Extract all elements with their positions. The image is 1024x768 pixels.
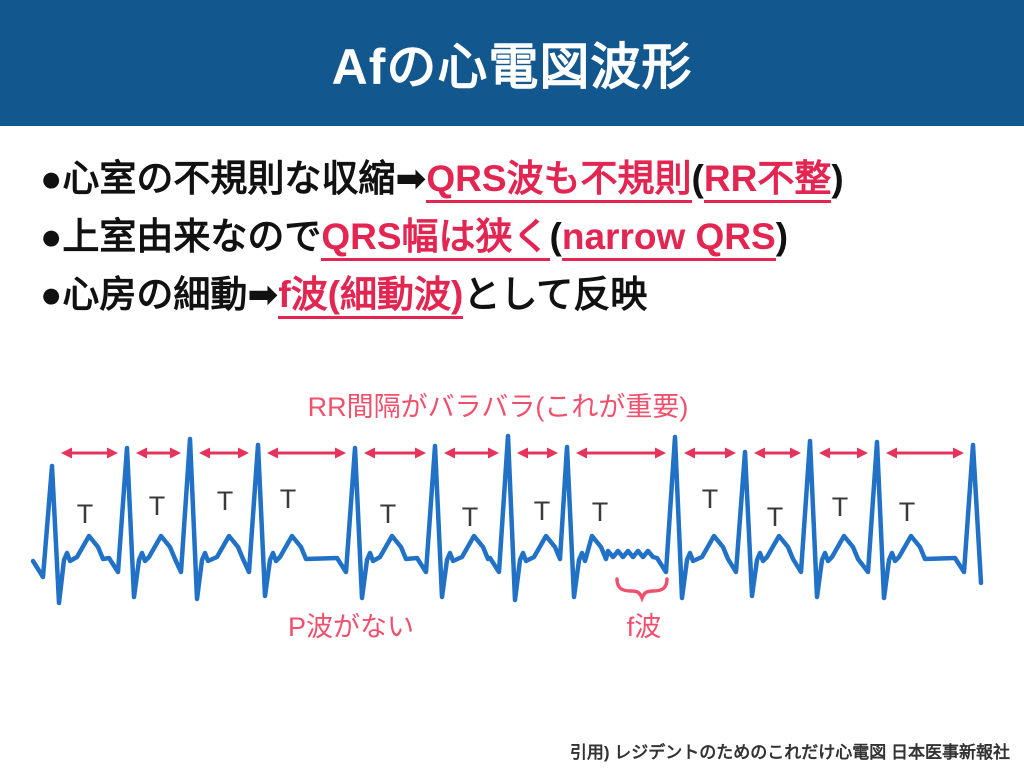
arrowhead-right-icon: [238, 447, 249, 459]
arrowhead-right-icon: [335, 447, 346, 459]
citation: 引用) レジデントのためのこれだけ心電図 日本医事新報社: [569, 743, 1010, 762]
bullet-segment: (: [691, 158, 704, 199]
arrowhead-right-icon: [790, 447, 801, 459]
f-wave-brace: [615, 577, 669, 603]
rr-interval-arrow: [684, 447, 736, 459]
arrowhead-left-icon: [819, 447, 830, 459]
t-wave-label: T: [534, 496, 551, 526]
bullet-item: ●心室の不規則な収縮➡QRS波も不規則(RR不整): [40, 150, 1014, 208]
bullet-segment: QRS幅は狭く: [321, 216, 550, 261]
bullet-segment: として反映: [463, 274, 648, 315]
t-wave-label: T: [149, 491, 166, 521]
arrowhead-right-icon: [857, 447, 868, 459]
t-wave-label: T: [832, 492, 849, 522]
arrowhead-left-icon: [61, 447, 72, 459]
arrowhead-left-icon: [517, 447, 528, 459]
rr-interval-arrow: [754, 447, 801, 459]
t-wave-label: T: [280, 484, 297, 514]
arrowhead-left-icon: [886, 447, 897, 459]
arrowhead-left-icon: [136, 447, 147, 459]
f-wave-label: f波: [627, 612, 662, 642]
t-wave-label: T: [462, 502, 479, 532]
rr-interval-arrow: [576, 447, 666, 459]
arrowhead-right-icon: [655, 447, 666, 459]
arrowhead-left-icon: [684, 447, 695, 459]
bullet-segment: ): [831, 158, 844, 199]
arrowhead-left-icon: [754, 447, 765, 459]
bullet-item: ●心房の細動➡f波(細動波)として反映: [40, 266, 1014, 324]
bullet-item: ●上室由来なのでQRS幅は狭く(narrow QRS): [40, 208, 1014, 266]
bullet-segment: (: [549, 216, 562, 257]
arrowhead-right-icon: [107, 447, 118, 459]
bullet-segment: f波(細動波): [278, 274, 464, 319]
bullet-segment: ●心房の細動➡: [40, 274, 279, 315]
bullet-segment: ): [775, 216, 789, 257]
arrowhead-right-icon: [725, 447, 736, 459]
bullet-segment: narrow QRS: [561, 216, 776, 261]
rr-interval-arrow: [364, 447, 426, 459]
arrowhead-left-icon: [576, 447, 587, 459]
slide-title: Afの心電図波形: [331, 39, 693, 95]
ecg-figure: RR間隔がバラバラ(これが重要) P波がない f波 T T T T T T T T T T T T: [0, 378, 1024, 678]
arrowhead-right-icon: [170, 447, 181, 459]
bullet-segment: ●上室由来なので: [40, 216, 322, 257]
arrowhead-right-icon: [488, 447, 499, 459]
arrowhead-left-icon: [199, 447, 210, 459]
slide-header: Afの心電図波形: [0, 0, 1024, 126]
rr-interval-arrow: [517, 447, 558, 459]
rr-interval-arrow: [819, 447, 868, 459]
rr-interval-arrow: [886, 447, 964, 459]
t-wave-label: T: [592, 497, 609, 527]
t-wave-label: T: [899, 497, 916, 527]
t-wave-label: T: [217, 486, 234, 516]
no-p-wave-label: P波がない: [288, 612, 414, 642]
ecg-waveform-svg: RR間隔がバラバラ(これが重要) P波がない f波 T T T T T T T T T T T T: [30, 392, 984, 642]
bullet-list: ●心室の不規則な収縮➡QRS波も不規則(RR不整) ●上室由来なのでQRS幅は狭く…: [40, 150, 1014, 324]
rr-interval-arrow: [199, 447, 249, 459]
rr-interval-arrow: [61, 447, 118, 459]
rr-interval-arrow: [267, 447, 346, 459]
t-wave-label: T: [77, 499, 94, 529]
t-wave-label: T: [702, 484, 719, 514]
bullet-segment: QRS波も不規則: [426, 158, 692, 203]
rr-interval-caption: RR間隔がバラバラ(これが重要): [308, 392, 689, 422]
arrowhead-left-icon: [444, 447, 455, 459]
arrowhead-left-icon: [267, 447, 278, 459]
arrowhead-right-icon: [415, 447, 426, 459]
rr-interval-arrow: [444, 447, 499, 459]
bullet-segment: ●心室の不規則な収縮➡: [40, 158, 427, 199]
rr-interval-arrow: [136, 447, 181, 459]
arrowhead-right-icon: [953, 447, 964, 459]
arrowhead-left-icon: [364, 447, 375, 459]
bullet-segment: RR不整: [703, 158, 832, 203]
arrowhead-right-icon: [547, 447, 558, 459]
ecg-trace: [30, 433, 984, 606]
t-wave-label: T: [767, 502, 784, 532]
t-wave-label: T: [380, 499, 397, 529]
